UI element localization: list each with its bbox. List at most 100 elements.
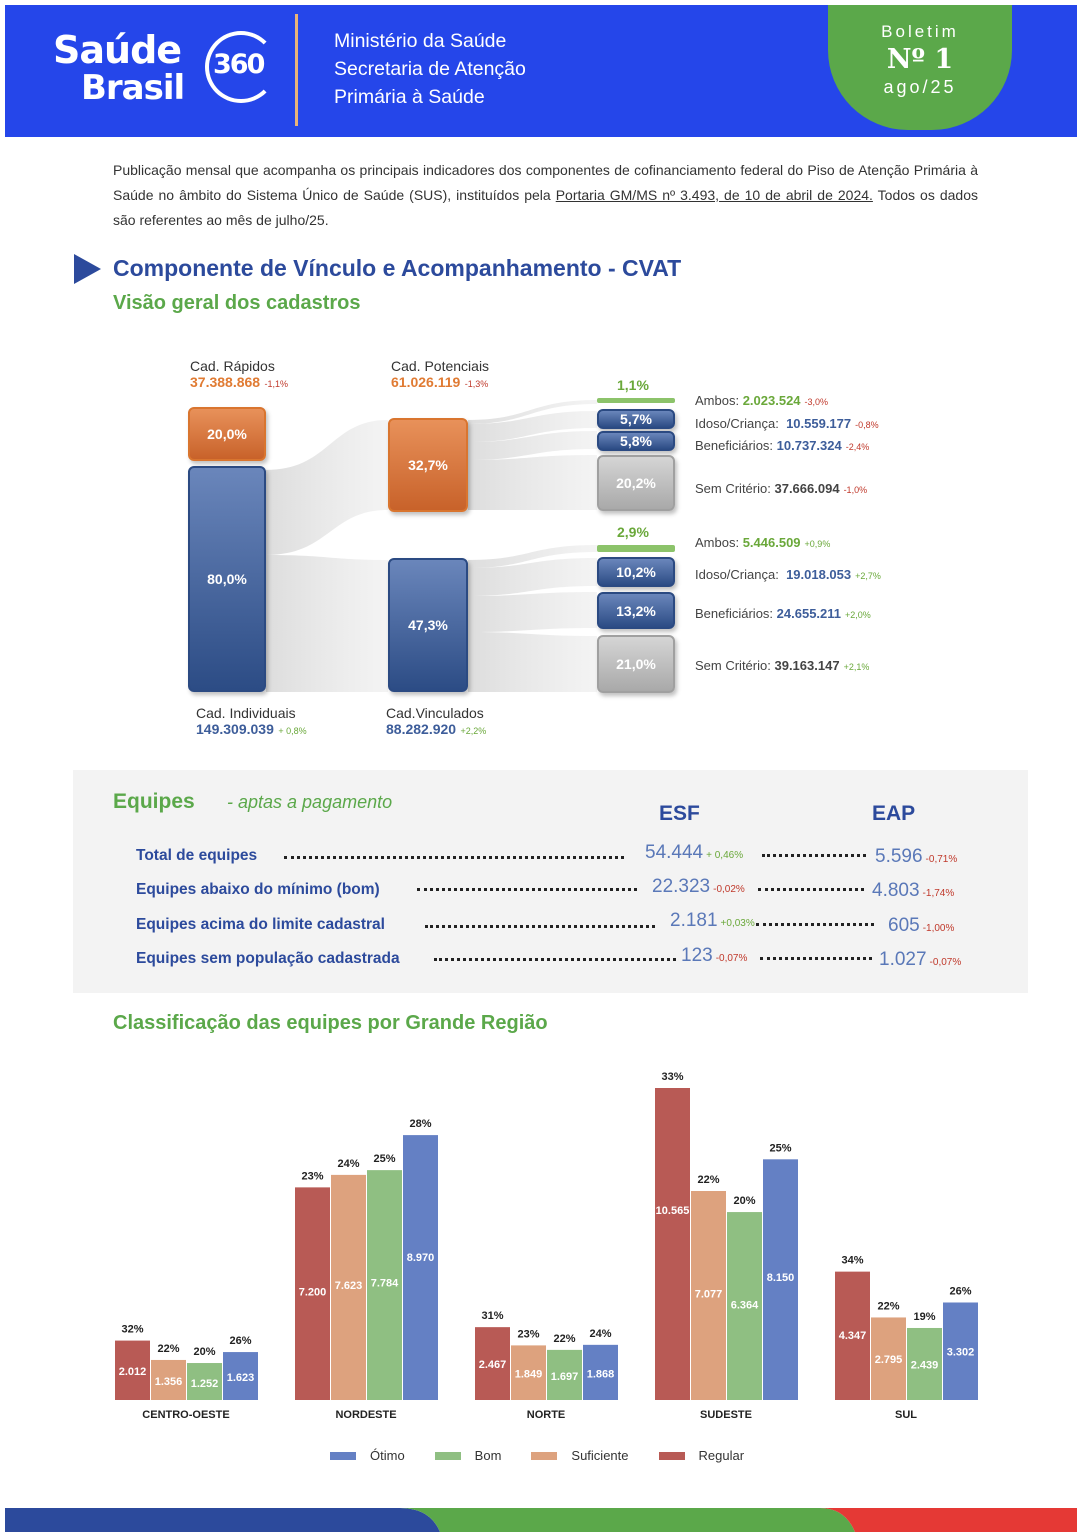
cad-individuais-block: Cad. Individuais 149.309.039 + 0,8%	[196, 705, 307, 737]
equipes-row-abaixo: Equipes abaixo do mínimo (bom)	[136, 881, 380, 898]
value-label-centro-oeste-regular: 2.012	[119, 1366, 147, 1378]
bar-nordeste-ótimo	[403, 1135, 438, 1400]
footer-stripes	[5, 1508, 1077, 1532]
pct-label-sudeste-ótimo: 25%	[769, 1142, 791, 1154]
equipes-subtitle: - aptas a pagamento	[227, 792, 393, 812]
portaria-link[interactable]: Portaria GM/MS nº 3.493, de 10 de abril …	[555, 187, 873, 203]
value-label-centro-oeste-suficiente: 1.356	[155, 1376, 183, 1388]
value-label-sul-regular: 4.347	[839, 1330, 867, 1342]
potenciais-idoso-label: Idoso/Criança: 10.559.177 -0,8%	[695, 416, 879, 431]
intro-paragraph: Publicação mensal que acompanha os princ…	[113, 162, 978, 228]
bar-sudeste-suficiente	[691, 1191, 726, 1400]
cad-potenciais-box: 32,7%	[388, 418, 468, 512]
section-subtitle-cadastros: Visão geral dos cadastros	[113, 292, 361, 314]
bar-sudeste-regular	[655, 1088, 690, 1400]
bar-nordeste-regular	[295, 1187, 330, 1400]
bar-sudeste-ótimo	[763, 1159, 798, 1400]
section-arrow-icon	[74, 254, 101, 284]
value-label-sul-suficiente: 2.795	[875, 1354, 903, 1366]
potenciais-sem-criterio-label: Sem Critério: 37.666.094 -1,0%	[695, 481, 868, 496]
pct-label-sul-regular: 34%	[841, 1255, 863, 1267]
cad-vinculados-box: 47,3%	[388, 558, 468, 692]
bar-sul-bom	[907, 1327, 942, 1400]
header-divider	[295, 14, 298, 126]
bar-centro-oeste-ótimo	[223, 1352, 258, 1400]
bulletin-badge: Boletim Nº 1 ago/25	[828, 5, 1012, 130]
category-label-norte: NORTE	[527, 1409, 566, 1421]
pct-label-norte-bom: 22%	[553, 1333, 575, 1345]
equipes-panel: Equipes - aptas a pagamento ESF EAP Tota…	[73, 770, 1028, 993]
cad-rapidos-box: 20,0%	[188, 407, 266, 461]
value-label-sudeste-suficiente: 7.077	[695, 1288, 723, 1300]
pct-label-sudeste-bom: 20%	[733, 1195, 755, 1207]
equipes-title: Equipes	[113, 790, 195, 813]
bar-centro-oeste-bom	[187, 1363, 222, 1400]
section-title-regiao: Classificação das equipes por Grande Reg…	[113, 1012, 548, 1034]
legend-item-otimo: Ótimo	[330, 1448, 405, 1463]
esf-value-sem-populacao: 123 -0,07%	[681, 945, 748, 966]
esf-value-abaixo: 22.323 -0,02%	[652, 876, 745, 897]
potenciais-beneficiarios-label: Beneficiários: 10.737.324 -2,4%	[695, 438, 870, 453]
bar-norte-regular	[475, 1327, 510, 1400]
vinculados-idoso-label: Idoso/Criança: 19.018.053 +2,7%	[695, 567, 881, 582]
pct-label-centro-oeste-suficiente: 22%	[157, 1343, 179, 1355]
pct-label-sul-bom: 19%	[913, 1311, 935, 1323]
col-esf-header: ESF	[659, 802, 700, 825]
cad-potenciais-block: Cad. Potenciais 61.026.119 -1,3%	[391, 358, 490, 390]
esf-value-acima: 2.181 +0,03%	[670, 910, 755, 931]
value-label-centro-oeste-ótimo: 1.623	[227, 1372, 255, 1384]
vinculados-ambos-bar	[597, 545, 675, 552]
col-eap-header: EAP	[872, 802, 916, 825]
value-label-norte-ótimo: 1.868	[587, 1368, 615, 1380]
value-label-sudeste-regular: 10.565	[656, 1205, 690, 1217]
legend-swatch-regular	[658, 1451, 685, 1460]
value-label-sul-ótimo: 3.302	[947, 1346, 975, 1358]
legend-item-regular: Regular	[658, 1448, 744, 1463]
legend-swatch-bom	[434, 1451, 461, 1460]
potenciais-sem-criterio-box: 20,2%	[597, 455, 675, 511]
vinculados-beneficiarios-box: 13,2%	[597, 592, 675, 629]
category-label-nordeste: NORDESTE	[335, 1409, 396, 1421]
pct-label-nordeste-suficiente: 24%	[337, 1158, 359, 1170]
value-label-nordeste-ótimo: 8.970	[407, 1252, 435, 1264]
eap-value-abaixo: 4.803 -1,74%	[872, 880, 955, 901]
cad-vinculados-block: Cad.Vinculados 88.282.920 +2,2%	[386, 705, 487, 737]
pct-label-centro-oeste-regular: 32%	[121, 1324, 143, 1336]
eap-value-total: 5.596 -0,71%	[875, 846, 958, 867]
pct-label-nordeste-bom: 25%	[373, 1153, 395, 1165]
value-label-norte-suficiente: 1.849	[515, 1369, 543, 1381]
value-label-norte-regular: 2.467	[479, 1359, 507, 1371]
equipes-row-sem-populacao: Equipes sem população cadastrada	[136, 950, 400, 967]
vinculados-sem-criterio-box: 21,0%	[597, 635, 675, 693]
potenciais-ambos-pct: 1,1%	[617, 377, 649, 393]
pct-label-sudeste-suficiente: 22%	[697, 1174, 719, 1186]
ministry-name: Ministério da Saúde Secretaria de Atençã…	[334, 30, 526, 108]
pct-label-sul-ótimo: 26%	[949, 1285, 971, 1297]
chart-legend: Ótimo Bom Suficiente Regular	[330, 1448, 774, 1463]
bar-norte-suficiente	[511, 1345, 546, 1400]
bar-sul-regular	[835, 1271, 870, 1400]
value-label-norte-bom: 1.697	[551, 1371, 579, 1383]
equipes-row-total: Total de equipes	[136, 847, 258, 864]
equipes-row-acima: Equipes acima do limite cadastral	[136, 916, 385, 933]
value-label-nordeste-suficiente: 7.623	[335, 1280, 363, 1292]
legend-swatch-otimo	[330, 1451, 356, 1460]
pct-label-sul-suficiente: 22%	[877, 1300, 899, 1312]
bar-sudeste-bom	[727, 1212, 762, 1400]
esf-value-total: 54.444 + 0,46%	[645, 842, 744, 863]
potenciais-beneficiarios-box: 5,8%	[597, 431, 675, 451]
pct-label-norte-ótimo: 24%	[589, 1328, 611, 1340]
pct-label-sudeste-regular: 33%	[661, 1071, 683, 1083]
pct-label-norte-suficiente: 23%	[517, 1328, 539, 1340]
legend-item-suficiente: Suficiente	[531, 1448, 629, 1463]
potenciais-ambos-label: Ambos: 2.023.524 -3,0%	[695, 393, 829, 408]
bar-norte-bom	[547, 1349, 582, 1400]
cad-rapidos-block: Cad. Rápidos 37.388.868 -1,1%	[190, 358, 289, 390]
value-label-nordeste-bom: 7.784	[371, 1277, 399, 1289]
value-label-sudeste-ótimo: 8.150	[767, 1272, 795, 1284]
header-banner: Saúde Brasil 360 Ministério da Saúde Sec…	[5, 5, 1077, 137]
eap-value-acima: 605 -1,00%	[888, 915, 955, 936]
legend-swatch-suficiente	[531, 1451, 558, 1460]
bar-nordeste-bom	[367, 1170, 402, 1400]
vinculados-idoso-box: 10,2%	[597, 557, 675, 587]
